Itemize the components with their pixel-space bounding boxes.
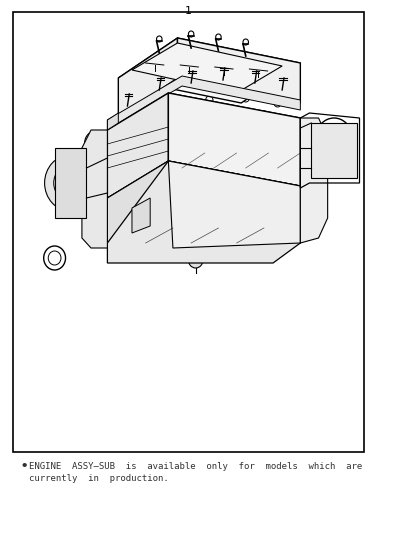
Polygon shape	[168, 93, 299, 186]
Circle shape	[54, 165, 86, 201]
Polygon shape	[177, 38, 299, 103]
Polygon shape	[107, 161, 299, 263]
Ellipse shape	[193, 144, 206, 152]
Text: currently  in  production.: currently in production.	[29, 474, 169, 483]
Polygon shape	[107, 76, 299, 130]
Polygon shape	[132, 43, 282, 93]
Polygon shape	[311, 123, 356, 178]
Ellipse shape	[221, 147, 233, 154]
Text: 1: 1	[185, 6, 191, 16]
Polygon shape	[107, 161, 173, 248]
Circle shape	[45, 155, 95, 211]
Text: ENGINE  ASSY–SUB  is  available  only  for  models  which  are: ENGINE ASSY–SUB is available only for mo…	[29, 462, 361, 471]
Text: •: •	[20, 460, 27, 473]
Circle shape	[188, 252, 202, 268]
Polygon shape	[107, 113, 118, 130]
Polygon shape	[168, 161, 299, 248]
Ellipse shape	[139, 154, 152, 161]
Ellipse shape	[166, 146, 179, 154]
Polygon shape	[118, 38, 299, 103]
Ellipse shape	[132, 193, 150, 203]
Polygon shape	[299, 118, 327, 243]
FancyBboxPatch shape	[13, 12, 363, 452]
Polygon shape	[132, 198, 150, 233]
Polygon shape	[107, 93, 299, 155]
Polygon shape	[107, 93, 168, 198]
Polygon shape	[55, 148, 86, 218]
Polygon shape	[118, 38, 177, 118]
Polygon shape	[82, 130, 107, 248]
Polygon shape	[107, 161, 299, 223]
